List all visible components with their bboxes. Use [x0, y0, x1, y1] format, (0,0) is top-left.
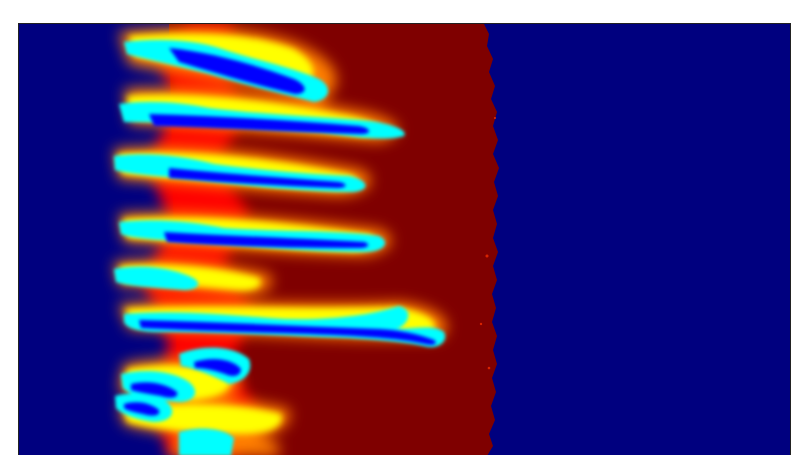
- plot-frame: [18, 23, 791, 455]
- front-specks: [479, 116, 497, 370]
- finger-blue-layer: [124, 48, 436, 416]
- field-image: [19, 24, 790, 455]
